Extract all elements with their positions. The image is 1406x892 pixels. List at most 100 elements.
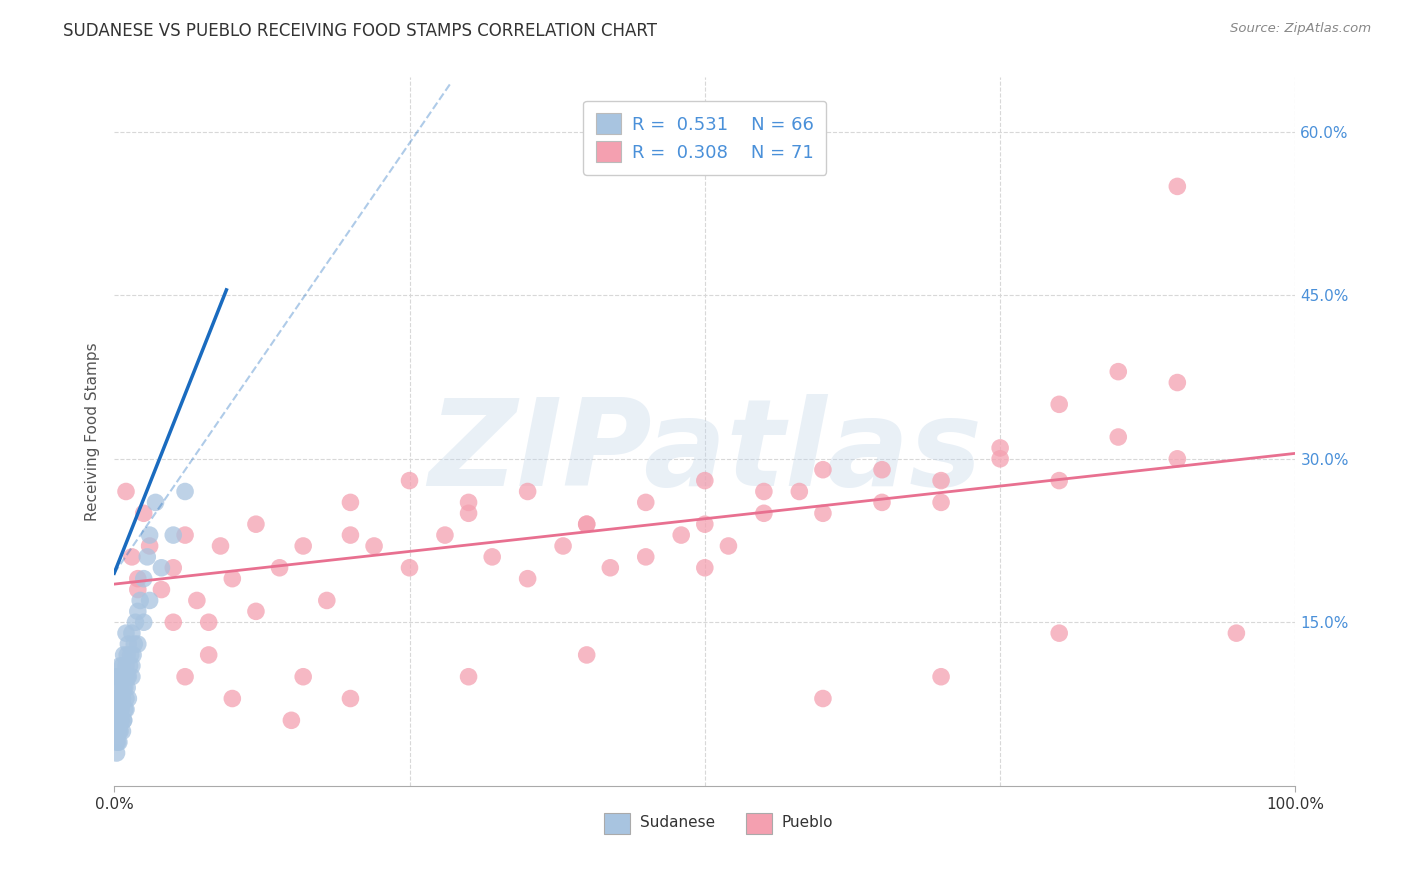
Point (145, 495, 167, 509)
Point (132, 506, 155, 520)
Point (752, 484, 775, 499)
Text: Pueblo: Pueblo (782, 815, 834, 830)
Point (121, 658, 143, 673)
Point (209, 539, 232, 553)
Point (162, 528, 184, 542)
Point (811, 691, 834, 706)
Point (398, 474, 420, 488)
Point (107, 724, 129, 739)
Point (150, 582, 173, 597)
Point (575, 517, 598, 532)
Point (811, 506, 834, 520)
Point (105, 670, 128, 684)
Point (122, 637, 145, 651)
Point (988, 451, 1011, 466)
Point (693, 517, 716, 532)
Point (112, 714, 135, 728)
Point (127, 637, 149, 651)
Point (174, 670, 197, 684)
Point (112, 681, 135, 695)
Point (111, 658, 134, 673)
Point (121, 670, 143, 684)
Point (481, 549, 503, 564)
Point (575, 517, 598, 532)
Point (398, 561, 420, 575)
Point (174, 528, 197, 542)
Point (138, 539, 160, 553)
Point (115, 648, 138, 662)
Point (221, 572, 243, 586)
Point (104, 702, 127, 716)
Y-axis label: Receiving Food Stamps: Receiving Food Stamps (86, 343, 100, 521)
Point (117, 670, 139, 684)
Point (112, 648, 135, 662)
Point (929, 670, 952, 684)
Point (108, 681, 131, 695)
Point (114, 670, 136, 684)
Point (269, 561, 291, 575)
Point (127, 582, 149, 597)
Point (1166, 376, 1188, 390)
Point (575, 648, 598, 662)
Point (107, 714, 129, 728)
Point (339, 691, 361, 706)
Point (197, 615, 219, 630)
Point (315, 593, 337, 607)
Point (118, 658, 141, 673)
Text: Source: ZipAtlas.com: Source: ZipAtlas.com (1230, 22, 1371, 36)
Point (136, 549, 159, 564)
Point (516, 484, 538, 499)
Point (162, 561, 184, 575)
Point (117, 691, 139, 706)
Point (150, 561, 173, 575)
Point (717, 539, 740, 553)
Point (120, 648, 142, 662)
Point (245, 604, 267, 618)
Point (105, 691, 128, 706)
Point (789, 484, 811, 499)
Point (339, 495, 361, 509)
Point (107, 691, 129, 706)
Point (339, 528, 361, 542)
Point (121, 549, 143, 564)
Point (292, 670, 315, 684)
Point (1107, 365, 1129, 379)
Point (108, 658, 131, 673)
Point (1047, 397, 1070, 411)
Point (114, 702, 136, 716)
Point (132, 615, 155, 630)
Point (124, 615, 146, 630)
Point (245, 517, 267, 532)
Point (811, 463, 834, 477)
Point (108, 714, 131, 728)
Point (115, 702, 138, 716)
Point (108, 702, 131, 716)
Point (115, 691, 138, 706)
Point (105, 746, 128, 760)
Point (105, 714, 128, 728)
Point (457, 506, 479, 520)
Point (988, 441, 1011, 455)
FancyBboxPatch shape (747, 813, 772, 834)
Point (108, 724, 131, 739)
Point (870, 463, 893, 477)
Point (107, 735, 129, 749)
Point (129, 593, 152, 607)
Point (104, 724, 127, 739)
Point (186, 593, 208, 607)
Point (138, 593, 160, 607)
Point (138, 528, 160, 542)
Point (115, 626, 138, 640)
Point (127, 604, 149, 618)
Point (117, 637, 139, 651)
Point (115, 484, 138, 499)
Point (197, 648, 219, 662)
Point (634, 549, 657, 564)
Point (127, 572, 149, 586)
Point (693, 474, 716, 488)
Point (1047, 626, 1070, 640)
Text: ZIPatlas: ZIPatlas (427, 394, 981, 511)
Point (457, 495, 479, 509)
Point (1166, 179, 1188, 194)
Point (292, 539, 315, 553)
